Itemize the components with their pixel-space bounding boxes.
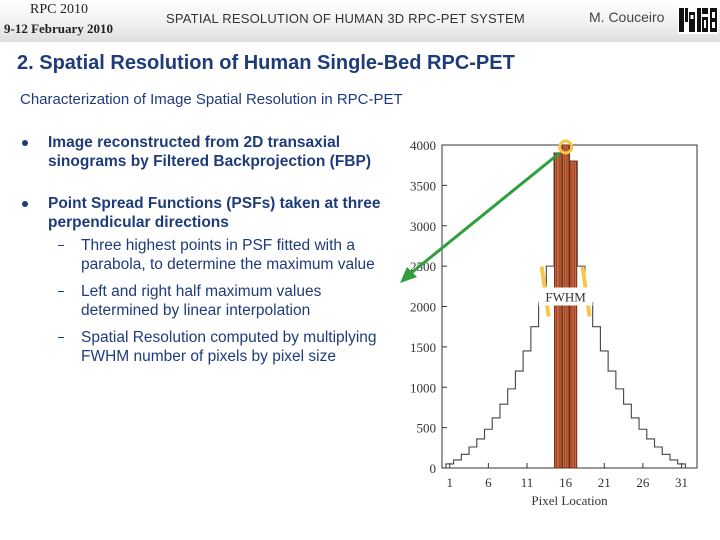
slide-header: RPC 2010 9-12 February 2010 SPATIAL RESO… bbox=[0, 0, 720, 42]
x-tick-label: 1 bbox=[446, 475, 453, 490]
arrow-line bbox=[404, 151, 561, 280]
dash-icon bbox=[58, 337, 64, 338]
bullet-dot-icon bbox=[22, 140, 28, 146]
bullet-list: Image reconstructed from 2D transaxial s… bbox=[18, 134, 398, 366]
x-tick-label: 21 bbox=[598, 475, 611, 490]
peak-bar bbox=[561, 144, 570, 469]
peak-bar bbox=[554, 152, 562, 469]
y-tick-label: 1500 bbox=[410, 340, 436, 355]
author-name: M. Couceiro bbox=[589, 9, 665, 25]
y-tick-label: 4000 bbox=[410, 138, 436, 153]
x-tick-label: 31 bbox=[675, 475, 688, 490]
bullet-text: Point Spread Functions (PSFs) taken at t… bbox=[48, 195, 381, 231]
subbullet-list: Three highest points in PSF fitted with … bbox=[48, 236, 398, 366]
dash-icon bbox=[58, 291, 64, 292]
y-tick-label: 0 bbox=[430, 461, 437, 476]
institution-logo-icon bbox=[678, 6, 718, 34]
conference-name: RPC 2010 bbox=[30, 2, 88, 17]
dash-icon bbox=[58, 245, 64, 246]
subbullet-item: Three highest points in PSF fitted with … bbox=[48, 236, 398, 274]
subbullet-text: Three highest points in PSF fitted with … bbox=[81, 237, 375, 273]
fwhm-label-bg bbox=[538, 287, 593, 306]
bullet-item: Image reconstructed from 2D transaxial s… bbox=[18, 134, 398, 171]
peak-fit-marker bbox=[558, 139, 574, 155]
x-tick-label: 16 bbox=[559, 475, 573, 490]
x-axis-label: Pixel Location bbox=[531, 493, 608, 508]
y-tick-label: 2000 bbox=[410, 300, 436, 315]
subbullet-text: Spatial Resolution computed by multiplyi… bbox=[81, 329, 377, 365]
subbullet-item: Left and right half maximum values deter… bbox=[48, 282, 398, 320]
peak-bar bbox=[569, 160, 578, 469]
arrow-head-icon bbox=[400, 267, 417, 283]
x-tick-label: 26 bbox=[636, 475, 650, 490]
psf-figure: 0 500 1000 1500 2000 2500 3000 3500 4000 1 6 11 16 21… bbox=[397, 135, 720, 510]
subbullet-item: Spatial Resolution computed by multiplyi… bbox=[48, 328, 398, 366]
slide-subtitle: Characterization of Image Spatial Resolu… bbox=[20, 91, 403, 108]
y-tick-label: 500 bbox=[417, 421, 437, 436]
y-tick-label: 3000 bbox=[410, 219, 436, 234]
x-tick-label: 6 bbox=[485, 475, 492, 490]
bullet-item: Point Spread Functions (PSFs) taken at t… bbox=[18, 195, 398, 366]
subbullet-text: Left and right half maximum values deter… bbox=[81, 283, 322, 319]
bullet-text: Image reconstructed from 2D transaxial s… bbox=[48, 134, 371, 170]
y-tick-label: 1000 bbox=[410, 380, 436, 395]
y-tick-label: 3500 bbox=[410, 178, 436, 193]
conference-date: 9-12 February 2010 bbox=[4, 21, 114, 36]
x-tick-label: 11 bbox=[521, 475, 534, 490]
slide-title: 2. Spatial Resolution of Human Single-Be… bbox=[17, 52, 515, 74]
header-title: SPATIAL RESOLUTION OF HUMAN 3D RPC-PET S… bbox=[166, 11, 525, 26]
bullet-dot-icon bbox=[22, 201, 28, 207]
fwhm-label: FWHM bbox=[545, 290, 586, 305]
